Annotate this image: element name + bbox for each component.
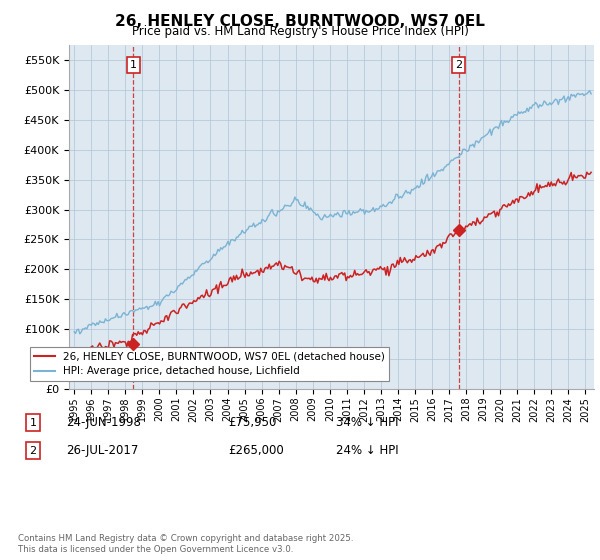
Text: 2: 2 xyxy=(455,60,463,70)
Text: 2: 2 xyxy=(29,446,37,456)
Text: Price paid vs. HM Land Registry's House Price Index (HPI): Price paid vs. HM Land Registry's House … xyxy=(131,25,469,38)
Text: 1: 1 xyxy=(130,60,137,70)
Text: 34% ↓ HPI: 34% ↓ HPI xyxy=(336,416,398,430)
Text: £265,000: £265,000 xyxy=(228,444,284,458)
Legend: 26, HENLEY CLOSE, BURNTWOOD, WS7 0EL (detached house), HPI: Average price, detac: 26, HENLEY CLOSE, BURNTWOOD, WS7 0EL (de… xyxy=(30,347,389,381)
Text: 26, HENLEY CLOSE, BURNTWOOD, WS7 0EL: 26, HENLEY CLOSE, BURNTWOOD, WS7 0EL xyxy=(115,14,485,29)
Text: 24-JUN-1998: 24-JUN-1998 xyxy=(66,416,141,430)
Text: 24% ↓ HPI: 24% ↓ HPI xyxy=(336,444,398,458)
Text: 1: 1 xyxy=(29,418,37,428)
Text: £75,950: £75,950 xyxy=(228,416,277,430)
Text: 26-JUL-2017: 26-JUL-2017 xyxy=(66,444,139,458)
Text: Contains HM Land Registry data © Crown copyright and database right 2025.
This d: Contains HM Land Registry data © Crown c… xyxy=(18,534,353,554)
